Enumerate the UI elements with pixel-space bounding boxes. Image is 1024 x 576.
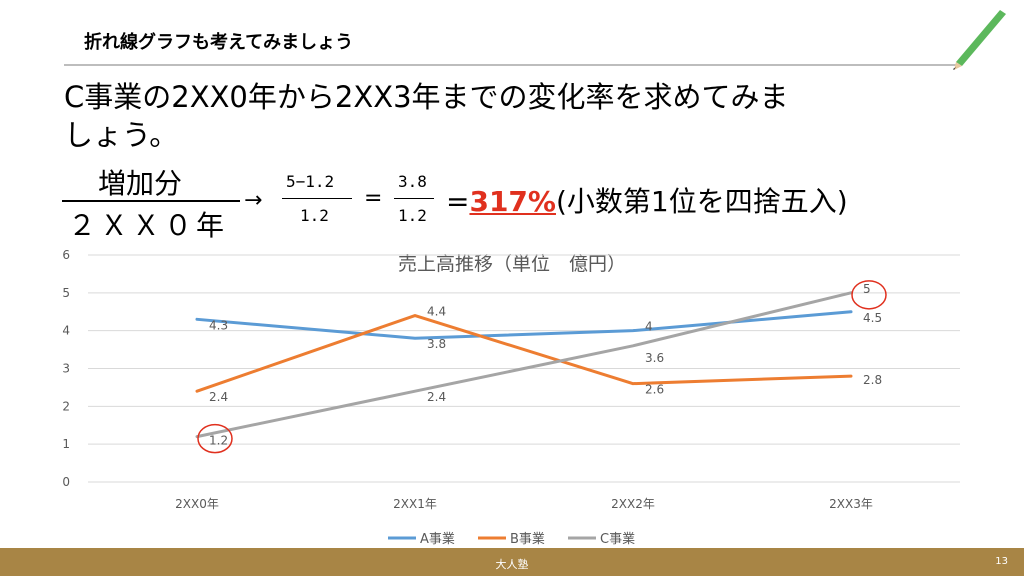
question-line-2: しょう。 — [64, 118, 179, 152]
result-equals: = — [446, 185, 470, 218]
result-note: (小数第1位を四捨五入) — [555, 185, 848, 218]
x-tick-label: 2XX1年 — [393, 497, 437, 511]
data-label: 5 — [863, 282, 871, 296]
series-line-A事業 — [195, 310, 853, 340]
data-label: 3.6 — [645, 351, 664, 365]
legend-label: A事業 — [420, 531, 455, 547]
series-line-B事業 — [195, 314, 853, 393]
calc-denominator: 1.2 — [300, 206, 329, 225]
calc-equals: = — [364, 186, 383, 211]
page-number: 13 — [995, 556, 1008, 567]
calc2-denominator: 1.2 — [398, 206, 427, 225]
chart-title: 売上高推移（単位 億円） — [398, 253, 626, 275]
calc-numerator: 5−1.2 — [286, 172, 335, 191]
data-label: 4.5 — [863, 311, 882, 325]
formula-numerator: 増加分 — [98, 167, 183, 200]
y-tick-label: 5 — [62, 286, 70, 300]
formula-denominator: ２ＸＸ０年 — [68, 209, 229, 242]
y-tick-label: 3 — [62, 362, 70, 376]
highlight-circle — [197, 423, 233, 454]
x-tick-label: 2XX2年 — [611, 497, 655, 511]
footer-org-name: 大人塾 — [495, 558, 529, 571]
data-label: 2.4 — [427, 390, 446, 404]
calc-fraction-bar — [282, 198, 352, 199]
data-label: 4 — [645, 320, 653, 334]
pencil-icon — [953, 10, 1006, 70]
y-tick-label: 6 — [62, 248, 70, 262]
y-tick-label: 1 — [62, 437, 70, 451]
result-value: 317% — [469, 185, 556, 218]
y-tick-label: 4 — [62, 324, 70, 338]
title-divider — [64, 64, 956, 66]
question-line-1: C事業の2XX0年から2XX3年までの変化率を求めてみま — [64, 80, 789, 114]
legend-label: C事業 — [600, 531, 635, 547]
calc2-numerator: 3.8 — [398, 172, 427, 191]
data-label: 2.6 — [645, 383, 664, 397]
y-tick-label: 0 — [62, 475, 70, 489]
series-line-C事業 — [195, 291, 853, 439]
legend-label: B事業 — [510, 531, 545, 547]
data-label: 2.4 — [209, 390, 228, 404]
data-label: 2.8 — [863, 373, 882, 387]
highlight-circle — [851, 280, 887, 310]
sales-line-chart: 売上高推移（単位 億円） 0 1 2 3 4 5 6 2XX0年 2XX1年 2XX2年 2XX3年 4… — [62, 248, 960, 547]
slide-title: 折れ線グラフも考えてみましょう — [84, 32, 354, 53]
result: =317%(小数第1位を四捨五入) — [446, 180, 848, 220]
data-label: 4.4 — [427, 305, 446, 319]
formula-fraction-bar — [62, 200, 240, 202]
data-label: 4.3 — [209, 318, 228, 332]
data-label: 3.8 — [427, 337, 446, 351]
y-tick-label: 2 — [62, 399, 70, 413]
data-label: 1.2 — [209, 434, 228, 448]
footer-bar: 大人塾 13 — [0, 548, 1024, 576]
x-tick-label: 2XX3年 — [829, 497, 873, 511]
formula-arrow: → — [244, 188, 263, 213]
x-tick-label: 2XX0年 — [175, 497, 219, 511]
calc2-fraction-bar — [394, 198, 434, 199]
